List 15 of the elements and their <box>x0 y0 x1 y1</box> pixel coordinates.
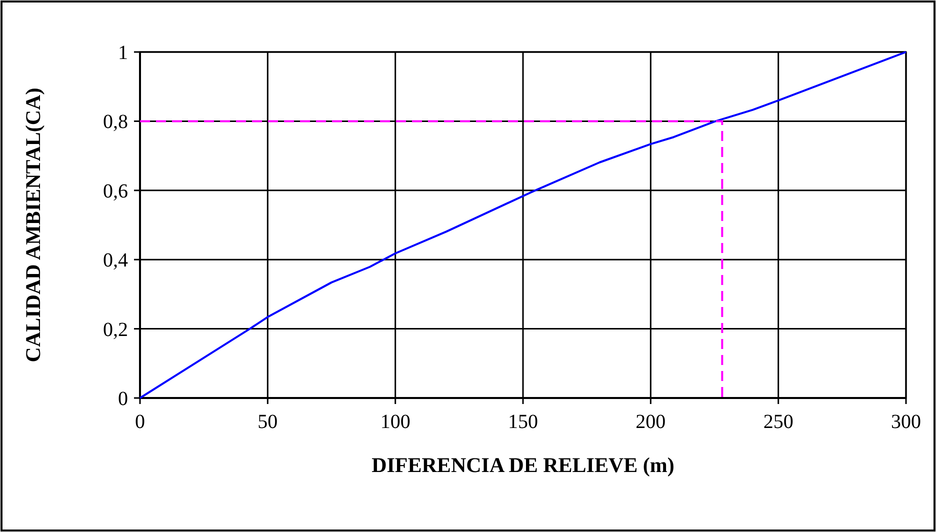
y-tick-label: 0,4 <box>103 250 128 272</box>
y-tick-label: 0,6 <box>103 180 128 202</box>
y-tick-label: 1 <box>118 42 128 64</box>
x-tick-label: 100 <box>380 411 410 433</box>
y-tick-label: 0,2 <box>103 318 128 341</box>
x-tick-label: 50 <box>258 411 278 433</box>
x-tick-label: 300 <box>891 411 921 433</box>
x-tick-label: 150 <box>508 411 538 433</box>
x-tick-label: 0 <box>135 411 145 433</box>
x-axis-title: DIFERENCIA DE RELIEVE (m) <box>372 453 674 477</box>
x-tick-label: 250 <box>763 411 794 433</box>
x-tick-label: 200 <box>636 411 666 433</box>
y-axis-title: CALIDAD AMBIENTAL(CA) <box>21 88 45 362</box>
y-tick-label: 0,8 <box>103 111 128 134</box>
y-tick-label: 0 <box>118 388 128 410</box>
